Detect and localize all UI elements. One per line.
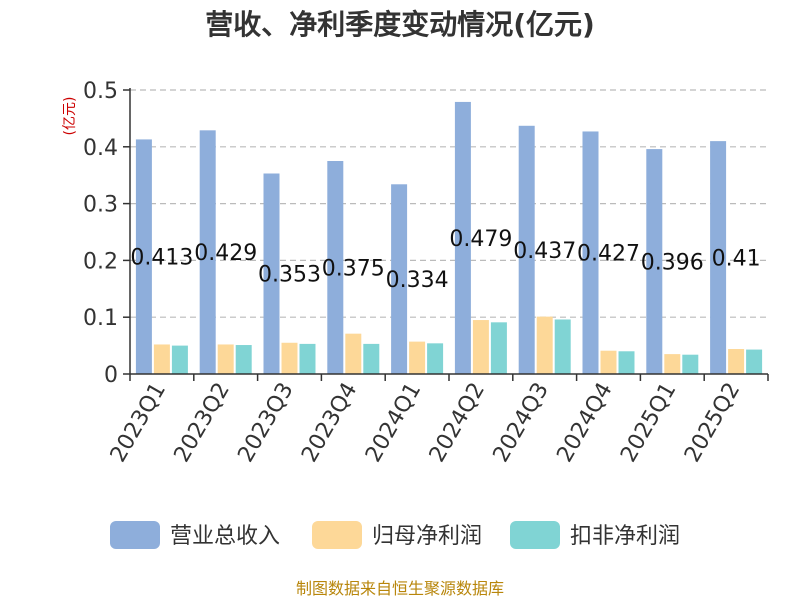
bar [363,343,380,374]
y-tick-label: 0.3 [83,193,118,218]
bar [135,139,152,374]
data-label: 0.429 [194,241,257,266]
bar [554,319,571,374]
legend-swatch [510,521,560,549]
source-note: 制图数据来自恒生聚源数据库 [296,579,504,598]
data-label: 0.375 [322,257,385,282]
bar [199,130,216,374]
data-label: 0.479 [449,227,512,252]
bar [217,344,234,374]
bar [235,345,252,374]
chart-title: 营收、净利季度变动情况(亿元) [205,8,595,41]
bar [728,349,745,374]
legend-swatch [110,521,160,549]
bar [518,125,535,374]
data-label: 0.396 [641,251,704,276]
x-tick-label: 2024Q2 [425,379,490,467]
x-tick-label: 2023Q3 [233,379,298,467]
bars [135,101,763,374]
bar [682,354,699,374]
data-label: 0.353 [258,263,321,288]
legend: 营业总收入 归母净利润 扣非净利润 [110,521,680,549]
y-tick-label: 0.1 [83,306,118,331]
y-unit-label: (亿元) [62,97,78,136]
bar [263,173,280,374]
data-label: 0.334 [386,268,449,293]
x-axis: 2023Q12023Q22023Q32023Q42024Q12024Q22024… [106,373,769,467]
data-label: 0.437 [513,239,576,264]
bar [710,141,727,374]
x-tick-label: 2025Q2 [680,379,745,467]
bar [391,184,408,374]
data-label: 0.413 [130,246,193,271]
x-tick-label: 2024Q1 [361,379,426,467]
bar [600,350,617,374]
legend-label: 扣非净利润 [570,524,680,549]
bar [327,161,344,374]
y-tick-label: 0 [104,363,118,388]
data-label: 0.41 [712,247,761,272]
x-tick-label: 2025Q1 [616,379,681,467]
legend-label: 营业总收入 [170,524,280,549]
y-tick-label: 0.5 [83,79,118,104]
data-label: 0.427 [577,242,640,267]
legend-item[interactable]: 归母净利润 [312,521,482,549]
bar [646,149,663,374]
legend-label: 归母净利润 [372,524,482,549]
legend-item[interactable]: 扣非净利润 [510,521,680,549]
bar [345,333,362,374]
bar [454,101,471,374]
bar [618,351,635,374]
bar [153,344,170,374]
legend-item[interactable]: 营业总收入 [110,521,280,549]
bar [171,345,188,374]
bar [427,343,444,374]
bar [472,320,489,374]
bar [536,316,553,374]
bar [746,349,763,374]
x-tick-label: 2024Q3 [489,379,554,467]
y-axis: 0 0.1 0.2 0.3 0.4 0.5 [83,79,131,388]
x-tick-label: 2023Q2 [170,379,235,467]
grid-lines [130,89,768,318]
bar [582,131,599,374]
x-tick-label: 2023Q4 [297,379,362,467]
bar [281,342,298,374]
x-tick-label: 2023Q1 [106,379,171,467]
y-tick-label: 0.2 [83,249,118,274]
x-tick-label: 2024Q4 [552,379,617,467]
legend-swatch [312,521,362,549]
bar [490,322,507,374]
y-tick-label: 0.4 [83,136,118,161]
bar [664,354,681,374]
bar [409,341,426,374]
bar [299,343,316,374]
